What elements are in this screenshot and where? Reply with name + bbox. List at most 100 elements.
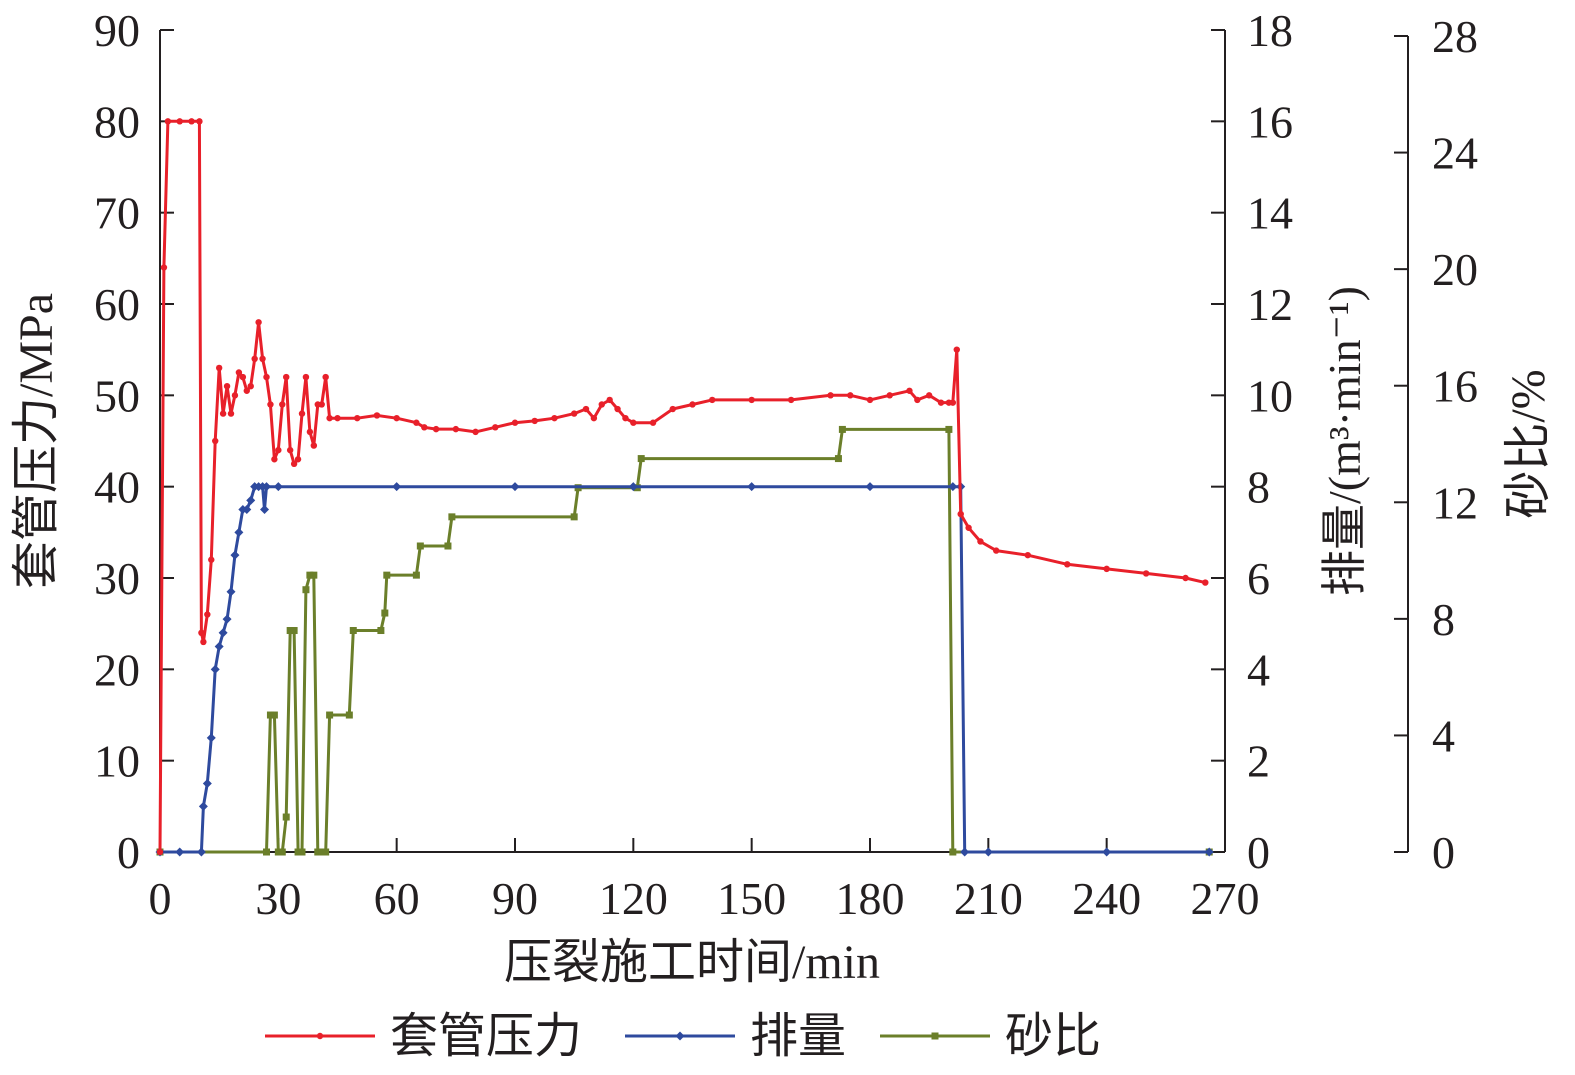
data-point bbox=[472, 428, 479, 436]
data-point bbox=[977, 538, 984, 545]
data-point bbox=[259, 355, 266, 362]
data-point bbox=[306, 428, 314, 436]
data-point bbox=[334, 414, 341, 422]
data-point bbox=[212, 437, 219, 445]
data-point bbox=[421, 424, 428, 431]
y-right1-tick-label: 6 bbox=[1247, 553, 1270, 604]
data-point bbox=[649, 419, 657, 426]
data-point bbox=[326, 711, 334, 719]
x-tick-label: 240 bbox=[1072, 873, 1141, 924]
data-point bbox=[294, 848, 302, 856]
data-point bbox=[598, 401, 605, 408]
data-point bbox=[196, 118, 203, 125]
data-point bbox=[444, 542, 452, 550]
data-point bbox=[239, 373, 247, 381]
y-right2-tick-label: 0 bbox=[1432, 827, 1455, 878]
plot-area bbox=[159, 30, 1409, 853]
data-point bbox=[953, 346, 960, 353]
data-point bbox=[432, 425, 440, 433]
data-point bbox=[570, 410, 578, 417]
data-point bbox=[208, 556, 215, 563]
data-point bbox=[298, 410, 306, 417]
y-right2-tick-label: 4 bbox=[1432, 710, 1455, 761]
legend-item-排量: 排量 bbox=[625, 1010, 846, 1063]
data-point bbox=[326, 414, 333, 422]
data-point bbox=[1102, 847, 1112, 857]
legend-swatch-marker bbox=[675, 1031, 685, 1041]
data-point bbox=[349, 627, 357, 635]
data-point bbox=[226, 587, 236, 597]
data-point bbox=[492, 424, 499, 431]
data-point bbox=[606, 396, 613, 404]
data-point bbox=[689, 401, 696, 408]
legend-label: 套管压力 bbox=[390, 1010, 582, 1063]
data-point bbox=[983, 847, 993, 857]
data-point bbox=[298, 848, 306, 856]
data-point bbox=[886, 392, 893, 399]
data-point bbox=[160, 264, 168, 271]
data-point bbox=[294, 456, 302, 463]
x-tick-label: 60 bbox=[374, 873, 420, 924]
data-point bbox=[413, 419, 420, 426]
data-point bbox=[318, 848, 326, 856]
data-point bbox=[222, 614, 232, 624]
data-point bbox=[914, 396, 921, 404]
data-point bbox=[381, 609, 389, 617]
x-tick-label: 30 bbox=[255, 873, 301, 924]
legend: 套管压力 排量 砂比 bbox=[265, 1010, 1101, 1063]
y-right2-tick-label: 28 bbox=[1432, 11, 1478, 62]
data-point bbox=[1064, 561, 1071, 568]
data-point bbox=[310, 442, 318, 449]
y-right1-tick-label: 10 bbox=[1247, 370, 1293, 421]
y-right2-tick-label: 16 bbox=[1432, 361, 1478, 412]
data-point bbox=[274, 848, 282, 856]
data-point bbox=[275, 446, 282, 454]
data-point bbox=[219, 410, 227, 417]
data-point bbox=[1202, 579, 1209, 586]
data-point bbox=[377, 627, 385, 635]
data-point bbox=[234, 527, 244, 537]
y-left-tick-label: 90 bbox=[94, 5, 140, 56]
series-layer bbox=[155, 118, 1214, 857]
data-point bbox=[448, 513, 456, 521]
y-right2-tick-label: 24 bbox=[1432, 128, 1478, 179]
data-point bbox=[318, 401, 325, 408]
data-point bbox=[531, 417, 538, 425]
data-point bbox=[267, 401, 274, 408]
data-point bbox=[322, 848, 330, 856]
data-point bbox=[354, 414, 361, 422]
data-point bbox=[262, 482, 271, 492]
data-point bbox=[247, 383, 254, 390]
data-point bbox=[306, 571, 314, 579]
x-tick-label: 180 bbox=[836, 873, 905, 924]
series-line bbox=[158, 119, 1206, 853]
data-point bbox=[282, 813, 290, 821]
y-left-tick-label: 60 bbox=[94, 279, 140, 330]
data-point bbox=[290, 627, 298, 635]
y-right1-tick-label: 14 bbox=[1247, 188, 1293, 239]
data-point bbox=[223, 383, 231, 390]
data-point bbox=[255, 319, 262, 326]
x-tick-label: 150 bbox=[717, 873, 786, 924]
x-tick-label: 270 bbox=[1191, 873, 1260, 924]
data-point bbox=[210, 664, 220, 674]
data-point bbox=[164, 118, 172, 125]
data-point bbox=[510, 482, 520, 492]
y-axis-right2-title: 砂比/% bbox=[1502, 369, 1555, 518]
data-point bbox=[948, 482, 958, 492]
data-point bbox=[263, 373, 270, 381]
series-砂比 bbox=[156, 425, 1213, 856]
data-point bbox=[865, 482, 875, 492]
data-point bbox=[582, 405, 590, 413]
data-point bbox=[1103, 565, 1110, 573]
legend-item-套管压力: 套管压力 bbox=[265, 1010, 582, 1063]
data-point bbox=[176, 118, 183, 125]
legend-item-砂比: 砂比 bbox=[880, 1010, 1101, 1063]
data-point bbox=[628, 482, 638, 492]
data-point bbox=[214, 642, 224, 651]
data-point bbox=[937, 399, 945, 406]
data-point bbox=[246, 495, 256, 505]
x-tick-label: 0 bbox=[149, 873, 172, 924]
y-right2-tick-label: 12 bbox=[1432, 477, 1478, 528]
